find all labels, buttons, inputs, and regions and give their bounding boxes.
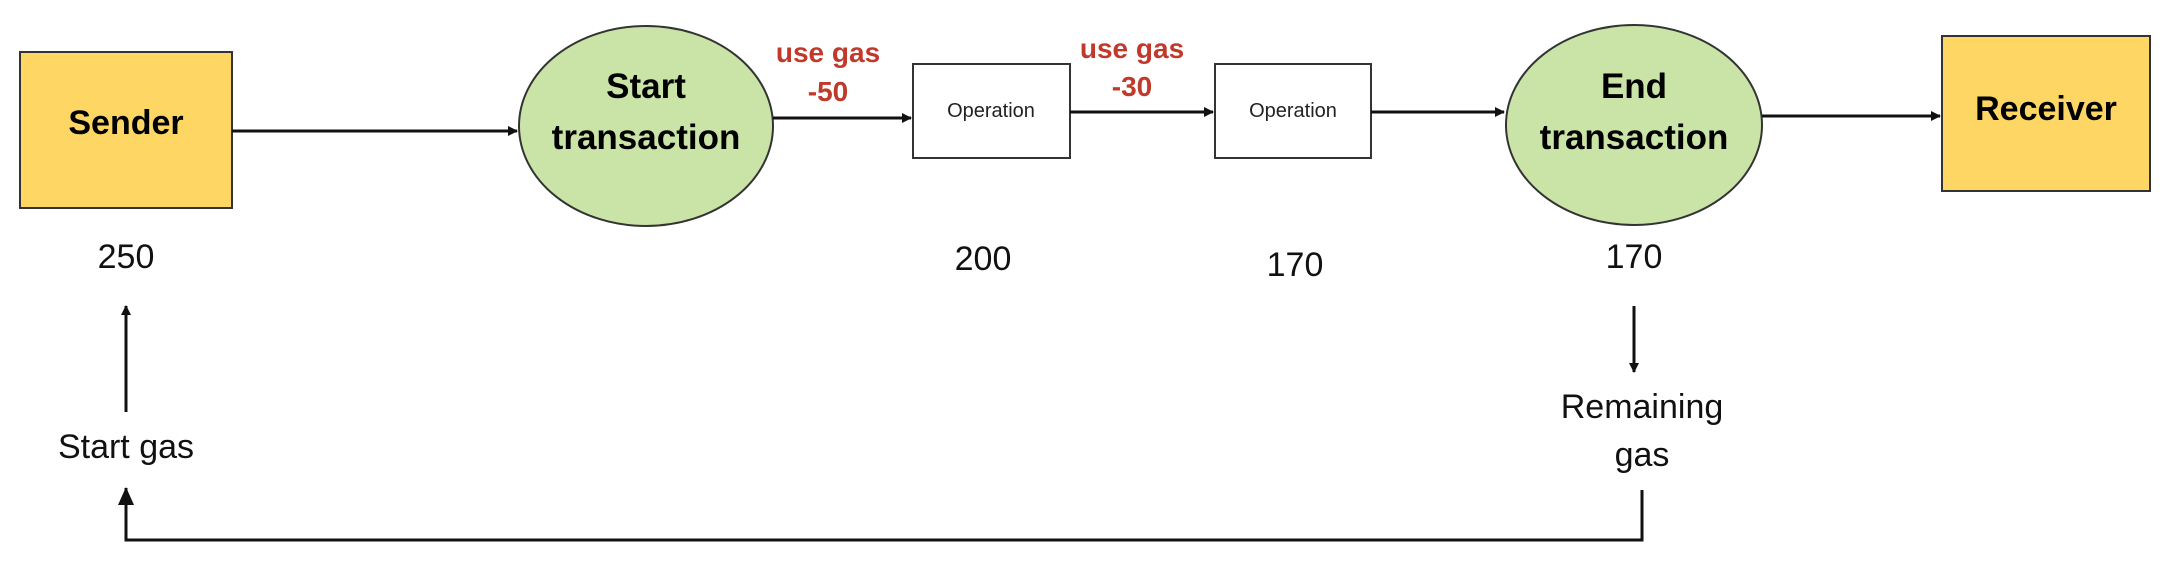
- edge-remaining-gas-loop: [118, 487, 1644, 542]
- start-transaction-label-line1: Start: [606, 67, 686, 106]
- sender-node: [19, 51, 233, 209]
- start-transaction-node: [518, 25, 774, 227]
- end-transaction-label-line2: transaction: [1540, 118, 1729, 157]
- gas-level-end-transaction: 170: [1606, 238, 1663, 276]
- receiver-node: [1941, 35, 2151, 192]
- operation-1-label: Operation: [947, 100, 1035, 122]
- gas-level-sender: 250: [98, 238, 155, 276]
- gas-level-operation-2: 170: [1267, 246, 1324, 284]
- remaining-gas-label-line2: gas: [1615, 436, 1670, 474]
- gas-use-2-value: -30: [1112, 71, 1152, 102]
- gas-use-1-label: use gas: [776, 37, 880, 68]
- gas-use-1-value: -50: [808, 76, 848, 107]
- receiver-label: Receiver: [1975, 90, 2117, 128]
- end-transaction-node: [1505, 24, 1763, 226]
- start-gas-label: Start gas: [58, 428, 194, 466]
- operation-1-node: [912, 63, 1071, 159]
- start-transaction-label-line2: transaction: [552, 118, 741, 157]
- remaining-gas-label-line1: Remaining: [1561, 388, 1724, 426]
- gas-use-2-label: use gas: [1080, 33, 1184, 64]
- sender-label: Sender: [68, 104, 183, 142]
- end-transaction-label-line1: End: [1601, 67, 1667, 106]
- operation-2-label: Operation: [1249, 100, 1337, 122]
- operation-2-node: [1214, 63, 1372, 159]
- gas-level-operation-1: 200: [955, 240, 1012, 278]
